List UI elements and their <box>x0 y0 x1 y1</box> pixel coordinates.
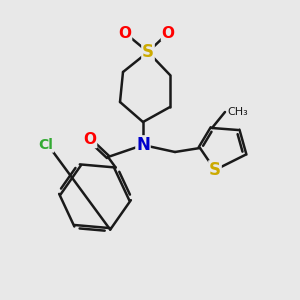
Text: S: S <box>209 161 221 179</box>
Text: CH₃: CH₃ <box>227 107 248 117</box>
Text: Cl: Cl <box>39 138 53 152</box>
Text: O: O <box>118 26 131 40</box>
Text: N: N <box>136 136 150 154</box>
Text: O: O <box>161 26 175 40</box>
Text: S: S <box>142 43 154 61</box>
Text: O: O <box>83 133 97 148</box>
